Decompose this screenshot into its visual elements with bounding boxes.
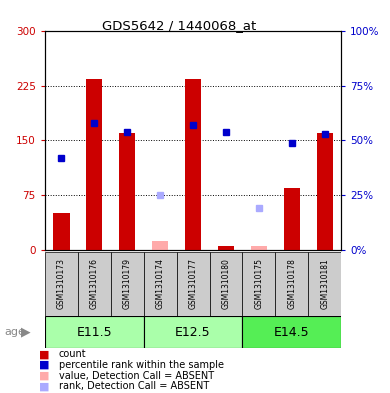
FancyBboxPatch shape <box>308 252 341 316</box>
Text: E14.5: E14.5 <box>274 325 310 339</box>
FancyBboxPatch shape <box>177 252 209 316</box>
Text: GSM1310179: GSM1310179 <box>123 259 132 309</box>
Bar <box>218 246 234 250</box>
FancyBboxPatch shape <box>243 252 275 316</box>
FancyBboxPatch shape <box>45 252 78 316</box>
Text: age: age <box>4 327 25 337</box>
FancyBboxPatch shape <box>144 252 177 316</box>
Text: GSM1310174: GSM1310174 <box>156 259 165 309</box>
FancyBboxPatch shape <box>144 316 243 348</box>
Text: ■: ■ <box>39 349 50 360</box>
FancyBboxPatch shape <box>243 316 341 348</box>
Text: GSM1310180: GSM1310180 <box>222 259 230 309</box>
Text: GSM1310176: GSM1310176 <box>90 259 99 309</box>
Text: ■: ■ <box>39 371 50 381</box>
Text: GSM1310181: GSM1310181 <box>320 259 329 309</box>
Bar <box>284 188 300 250</box>
Text: ■: ■ <box>39 360 50 370</box>
Text: count: count <box>58 349 86 360</box>
Text: ■: ■ <box>39 381 50 391</box>
Text: percentile rank within the sample: percentile rank within the sample <box>58 360 223 370</box>
Text: E11.5: E11.5 <box>76 325 112 339</box>
Text: GSM1310173: GSM1310173 <box>57 259 66 309</box>
Text: GSM1310177: GSM1310177 <box>188 259 198 309</box>
Text: GDS5642 / 1440068_at: GDS5642 / 1440068_at <box>102 19 257 32</box>
FancyBboxPatch shape <box>209 252 243 316</box>
Bar <box>86 79 103 250</box>
Bar <box>317 133 333 250</box>
Text: GSM1310175: GSM1310175 <box>254 259 263 309</box>
Text: E12.5: E12.5 <box>175 325 211 339</box>
Bar <box>185 79 201 250</box>
FancyBboxPatch shape <box>45 316 144 348</box>
Bar <box>53 213 69 250</box>
Text: value, Detection Call = ABSENT: value, Detection Call = ABSENT <box>58 371 214 381</box>
FancyBboxPatch shape <box>275 252 308 316</box>
Text: GSM1310178: GSM1310178 <box>287 259 296 309</box>
Bar <box>119 133 135 250</box>
FancyBboxPatch shape <box>78 252 111 316</box>
Text: ▶: ▶ <box>21 325 31 339</box>
Bar <box>152 241 168 250</box>
Bar <box>251 246 267 250</box>
FancyBboxPatch shape <box>111 252 144 316</box>
Text: rank, Detection Call = ABSENT: rank, Detection Call = ABSENT <box>58 381 209 391</box>
